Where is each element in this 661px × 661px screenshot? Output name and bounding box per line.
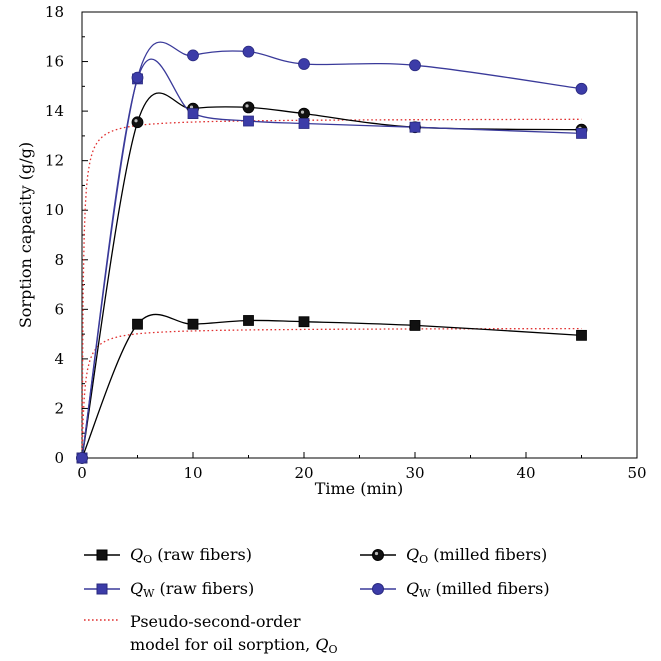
x-axis-title: Time (min) xyxy=(315,479,404,498)
series-line xyxy=(81,92,582,459)
data-point xyxy=(576,128,587,139)
data-point xyxy=(243,315,254,326)
data-point-highlight xyxy=(245,104,249,108)
series-lines xyxy=(81,41,582,459)
data-point xyxy=(576,329,587,341)
data-point xyxy=(298,316,310,328)
series-line xyxy=(81,313,582,459)
series-points xyxy=(76,45,588,464)
y-axis-title: Sorption capacity (g/g) xyxy=(16,142,35,328)
data-point xyxy=(298,58,310,70)
data-point xyxy=(187,318,199,330)
x-tick-label: 30 xyxy=(405,464,424,482)
data-point xyxy=(575,82,588,95)
y-tick-label: 14 xyxy=(45,102,64,120)
y-tick-label: 6 xyxy=(54,300,64,318)
x-tick-label: 0 xyxy=(77,464,87,482)
model-curve xyxy=(81,327,582,459)
legend-symbol-blue-square xyxy=(84,583,120,595)
legend-label: QW (milled fibers) xyxy=(406,579,550,600)
y-tick-label: 10 xyxy=(45,201,64,219)
legend-symbol-blue-circle xyxy=(360,583,396,595)
data-point xyxy=(131,71,144,84)
data-point-highlight xyxy=(134,119,138,123)
data-point xyxy=(187,49,199,62)
data-point xyxy=(409,320,421,331)
data-point xyxy=(76,452,88,464)
data-point xyxy=(242,45,255,58)
data-point xyxy=(131,116,144,129)
y-tick-label: 8 xyxy=(54,251,64,269)
y-tick-label: 16 xyxy=(45,53,64,71)
legend-label: QW (raw fibers) xyxy=(130,579,255,600)
data-point xyxy=(242,101,255,114)
x-tick-label: 20 xyxy=(294,464,313,482)
data-point xyxy=(243,115,254,127)
plot-area-border xyxy=(81,11,638,459)
y-tick-label: 4 xyxy=(54,350,64,368)
legend-symbol-red-dotted xyxy=(84,619,120,621)
y-tick-label: 18 xyxy=(45,3,64,21)
sorption-chart: 0 10 20 30 40 50 0 2 4 6 8 10 12 14 16 18 Time (min) S… xyxy=(16,3,647,498)
series-line xyxy=(81,41,582,459)
data-point xyxy=(409,59,421,72)
legend-symbol-black-circle xyxy=(360,549,396,561)
x-tick-label: 40 xyxy=(516,464,535,482)
model-curves xyxy=(81,118,582,459)
legend-label: Pseudo-second-order model for oil sorpti… xyxy=(130,612,338,656)
data-point xyxy=(132,318,143,330)
data-point-highlight xyxy=(189,105,194,109)
data-point xyxy=(187,108,199,119)
y-tick-label: 2 xyxy=(54,399,64,417)
legend-label: QO (milled fibers) xyxy=(406,545,548,566)
y-tick-label: 0 xyxy=(54,449,64,467)
x-tick-label: 50 xyxy=(627,464,646,482)
plot-frame xyxy=(81,11,638,459)
data-point xyxy=(298,107,310,120)
legend-symbol-black-square xyxy=(84,549,120,561)
y-axis: 0 2 4 6 8 10 12 14 16 18 xyxy=(45,3,88,467)
model-curve xyxy=(81,118,582,459)
x-tick-label: 10 xyxy=(183,464,202,482)
y-tick-label: 12 xyxy=(45,152,64,170)
data-point xyxy=(298,118,310,129)
data-point xyxy=(409,121,421,133)
x-axis: 0 10 20 30 40 50 xyxy=(77,452,647,482)
legend-label: QO (raw fibers) xyxy=(130,545,252,566)
data-point-highlight xyxy=(300,110,305,114)
